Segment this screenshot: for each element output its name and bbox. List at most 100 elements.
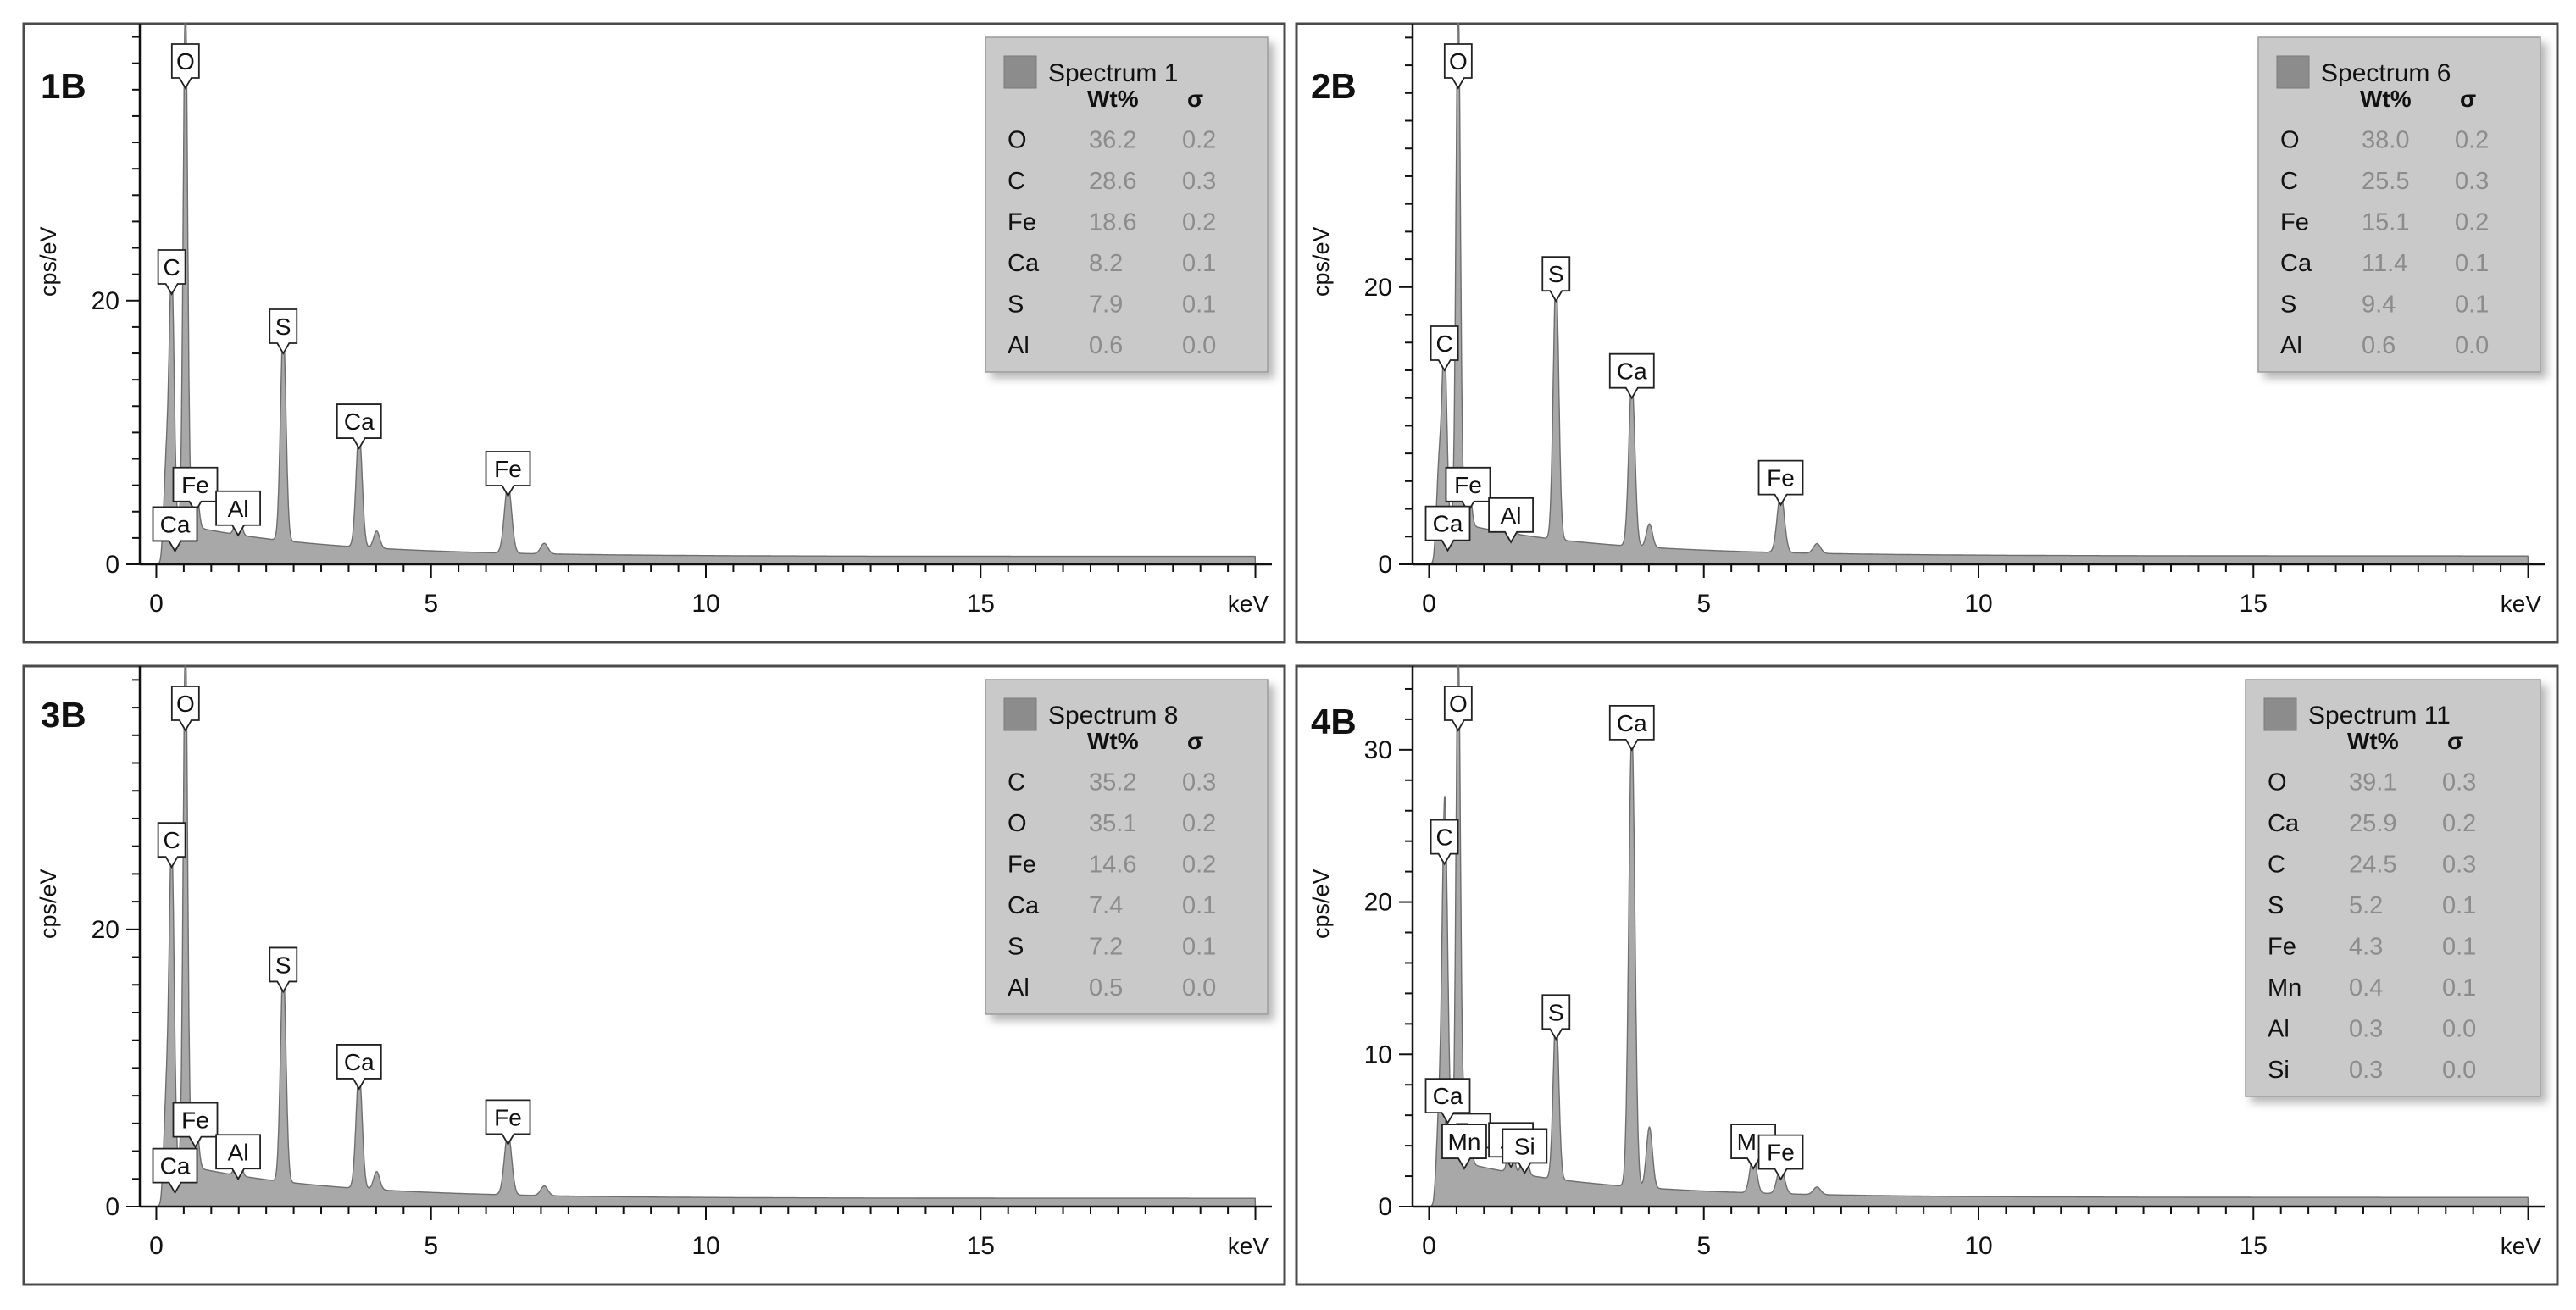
y-tick-label: 20 [1364,274,1392,302]
legend-header-sigma: σ [2460,86,2476,112]
peak-callout [336,1044,382,1091]
legend-element: C [1008,168,1025,195]
legend-sigma-value: 0.0 [1182,974,1216,1002]
x-axis-label: keV [2501,591,2542,617]
legend-sigma-value: 0.1 [1182,291,1216,319]
peak-label: Al [1501,502,1522,529]
legend-wt-value: 24.5 [2349,852,2396,879]
legend-wt-value: 11.4 [2362,250,2407,277]
peak-label: O [1449,691,1468,717]
legend-element: Ca [1008,892,1040,919]
legend-element: Al [1008,332,1030,359]
legend-sigma-value: 0.0 [2455,332,2489,359]
legend-wt-value: 39.1 [2349,769,2396,797]
x-tick-label: 10 [1964,1232,1992,1260]
legend-wt-value: 25.9 [2349,810,2396,837]
peak-callout [1541,256,1571,303]
legend-wt-value: 0.5 [1089,974,1123,1002]
legend-sigma-value: 0.3 [1182,769,1216,797]
y-axis-label: cps/eV [36,869,61,939]
x-axis-label: keV [2501,1233,2542,1259]
x-tick-label: 5 [424,1232,438,1260]
peak-callout [215,490,261,537]
legend-sigma-value: 0.2 [1182,209,1216,236]
legend: Spectrum 6Wt% σ O 38.0 0.2 C 25.5 0.3 Fe 15.1 0.2 C… [2257,36,2541,373]
legend-sigma-value: 0.1 [1182,250,1216,277]
legend-wt-value: 7.4 [1089,892,1123,919]
peak-callout [1443,43,1473,90]
legend-box [985,36,1269,373]
legend-wt-value: 7.9 [1089,291,1123,319]
peak-callout [152,506,198,553]
legend-sigma-value: 0.3 [2455,168,2489,195]
peak-label: Fe [181,1107,209,1134]
x-tick-label: 0 [149,590,164,618]
legend-sigma-value: 0.0 [2442,1016,2476,1043]
legend-swatch [2263,697,2297,731]
x-tick-label: 15 [2240,1232,2268,1260]
peak-label: Al [228,1139,249,1165]
peak-callout [1502,1128,1548,1175]
peak-callout [170,43,200,90]
peak-label: Ca [1617,710,1647,736]
y-tick-label: 20 [1364,889,1392,917]
legend-header-wt: Wt% [2347,728,2399,754]
panel-frame [22,664,1286,1286]
legend-wt-value: 5.2 [2349,892,2383,919]
y-tick-label: 0 [105,551,119,579]
legend-series-name: Spectrum 8 [1048,702,1178,730]
legend-wt-value: 18.6 [1089,209,1136,236]
legend-sigma-value: 0.1 [2455,291,2489,319]
legend-series-name: Spectrum 1 [1048,59,1178,87]
legend-wt-value: 0.4 [2349,974,2383,1002]
panel-label: 1B [41,66,86,106]
peak-callout [172,1102,219,1149]
y-tick-label: 0 [105,1193,119,1221]
legend-wt-value: 8.2 [1089,250,1123,277]
legend: Spectrum 1Wt% σ O 36.2 0.2 C 28.6 0.3 Fe 18.6 0.2 C… [985,36,1269,373]
peak-callout [172,466,219,513]
spectrum-series [1428,665,2529,1207]
peak-label: Fe [1767,465,1795,491]
legend: Spectrum 8Wt% σ C 35.2 0.3 O 35.1 0.2 Fe 14.6 0.2 C… [985,679,1269,1015]
x-tick-label: 10 [691,590,719,618]
spectrum-series [1428,23,2529,565]
legend-wt-value: 14.6 [1089,852,1136,879]
legend-element: Fe [2280,209,2309,236]
panel-label: 4B [1311,702,1357,741]
y-tick-label: 0 [1378,1193,1392,1221]
panel-label: 2B [1311,66,1357,106]
legend-header-wt: Wt% [2360,86,2412,112]
legend-sigma-value: 0.2 [1182,127,1216,154]
legend-box [985,679,1269,1015]
peak-callout [1443,686,1473,732]
legend-sigma-value: 0.2 [2455,127,2489,154]
legend-header-sigma: σ [2447,728,2463,754]
legend-sigma-value: 0.2 [2442,810,2476,837]
legend-element: C [2268,852,2285,879]
legend-wt-value: 9.4 [2362,291,2396,319]
peak-label: Fe [181,472,209,498]
peak-label: C [1435,330,1452,357]
legend-header-wt: Wt% [1087,728,1139,754]
y-axis-label: cps/eV [36,226,61,297]
peak-callout [269,308,298,355]
peak-label: Fe [1767,1140,1795,1166]
x-tick-label: 5 [424,590,438,618]
peak-label: Si [1514,1133,1535,1159]
legend-wt-value: 28.6 [1089,168,1136,195]
legend-element: C [1008,769,1025,797]
legend-swatch [1003,697,1037,731]
legend-wt-value: 25.5 [2362,168,2409,195]
legend-element: Fe [2268,934,2296,961]
legend-element: Al [1008,974,1030,1002]
legend-element: O [2268,769,2287,797]
legend-element: S [2268,892,2284,919]
legend-wt-value: 0.3 [2349,1057,2383,1084]
peak-label: Ca [1617,358,1647,385]
legend-element: Si [2268,1057,2290,1084]
peak-callout [1608,704,1655,752]
legend-wt-value: 35.1 [1089,810,1136,837]
